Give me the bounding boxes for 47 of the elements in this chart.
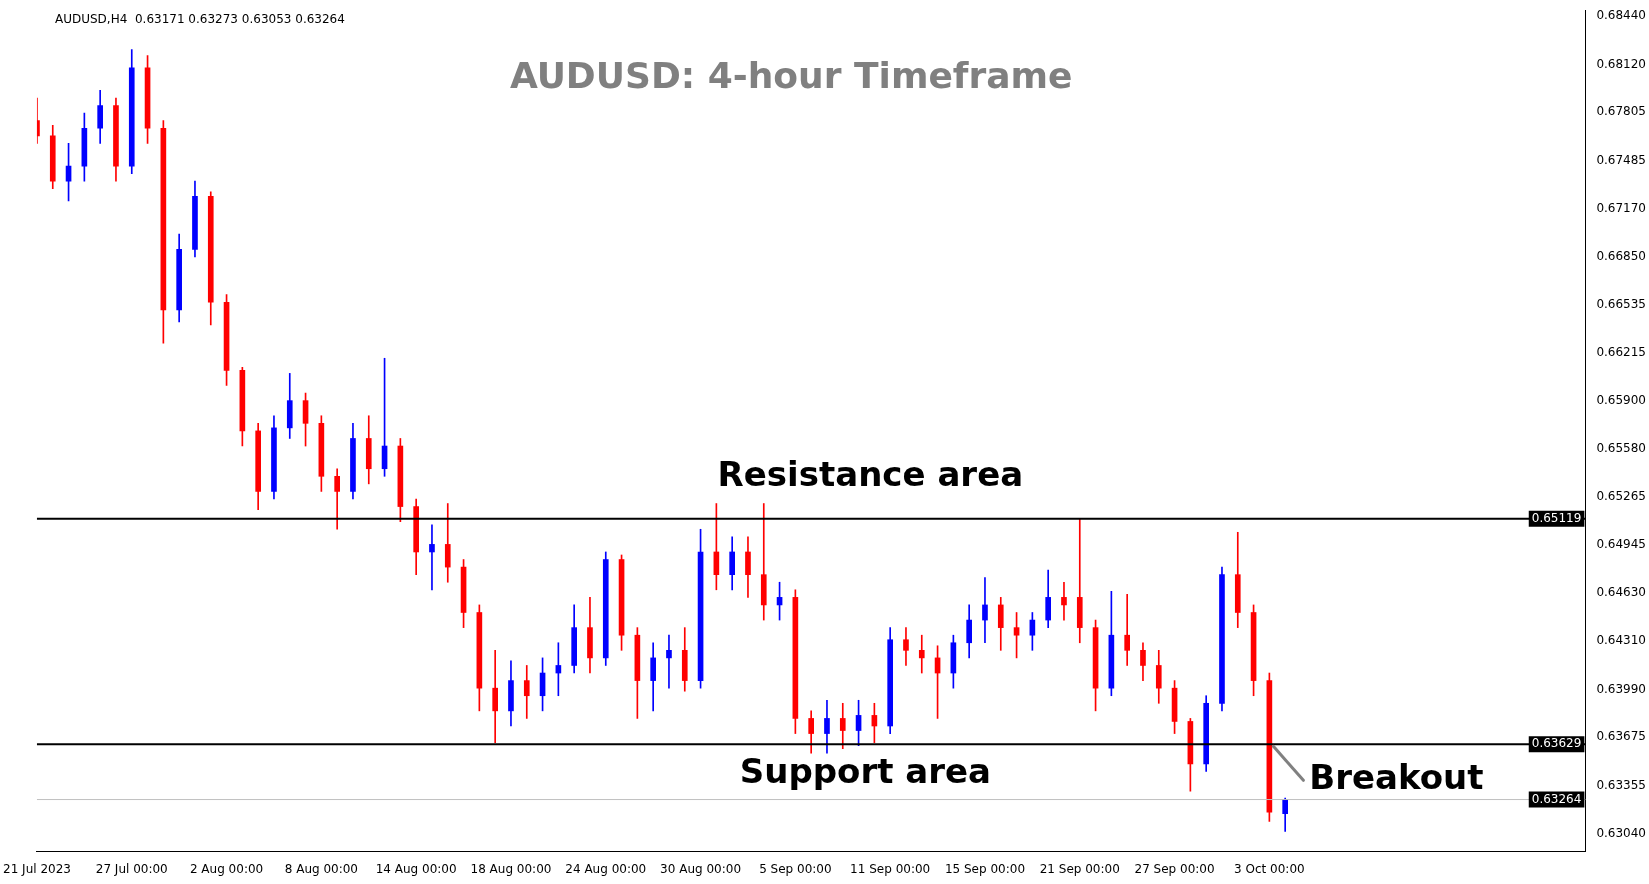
x-tick-label: 5 Sep 00:00	[759, 861, 832, 876]
x-tick-label: 27 Jul 00:00	[95, 861, 168, 876]
y-tick-label: 0.66535	[1596, 296, 1646, 311]
y-tick-label: 0.67805	[1596, 104, 1646, 119]
annotation: AUDUSD,H4 0.63171 0.63273 0.63053 0.63264	[54, 12, 345, 27]
y-tick-label: 0.66850	[1596, 248, 1646, 263]
candlestick	[429, 524, 435, 591]
candlestick	[1061, 581, 1067, 621]
y-tick-label: 0.63355	[1596, 777, 1646, 792]
y-tick-label: 0.64630	[1596, 584, 1646, 599]
y-tick-label: 0.64945	[1596, 537, 1646, 552]
x-tick-label: 27 Sep 00:00	[1134, 861, 1215, 876]
y-tick-label: 0.65265	[1596, 488, 1646, 503]
x-tick-label: 8 Aug 00:00	[284, 861, 358, 876]
candlestick	[982, 577, 988, 644]
y-tick-label: 0.63675	[1596, 729, 1646, 744]
candlestick	[492, 650, 498, 743]
ref-line-label: 0.63264	[1531, 791, 1582, 806]
x-tick-label: 24 Aug 00:00	[565, 861, 647, 876]
y-tick-label: 0.68440	[1596, 8, 1646, 23]
annotation: Breakout	[1309, 757, 1484, 798]
annotation: Resistance area	[717, 453, 1024, 494]
annotation: Support area	[739, 751, 992, 792]
x-tick-label: 18 Aug 00:00	[470, 861, 552, 876]
x-tick-label: 21 Sep 00:00	[1039, 861, 1120, 876]
x-tick-label: 15 Sep 00:00	[944, 861, 1026, 876]
y-tick-label: 0.66215	[1596, 345, 1646, 360]
x-tick-label: 2 Aug 00:00	[189, 861, 264, 876]
y-tick-label: 0.65900	[1596, 392, 1646, 407]
x-tick-label: 21 Jul 2023	[3, 861, 71, 876]
y-tick-label: 0.65580	[1596, 441, 1646, 456]
ref-line-label: 0.65119	[1531, 510, 1582, 525]
x-tick-label: 30 Aug 00:00	[660, 861, 742, 876]
ref-line-label: 0.63629	[1531, 736, 1582, 751]
text: AUDUSD: 4-hour Timeframe	[509, 54, 1073, 96]
x-tick-label: 11 Sep 00:00	[850, 861, 931, 876]
y-tick-label: 0.67170	[1596, 200, 1646, 215]
x-tick-label: 14 Aug 00:00	[375, 861, 457, 876]
x-tick-label: 3 Oct 00:00	[1234, 861, 1305, 876]
y-tick-label: 0.63040	[1596, 825, 1646, 840]
y-tick-label: 0.63990	[1596, 681, 1646, 696]
y-tick-label: 0.68120	[1596, 56, 1646, 71]
y-tick-label: 0.64310	[1596, 633, 1646, 648]
candlestick	[918, 634, 925, 674]
candlestick	[1124, 594, 1130, 666]
y-tick-label: 0.67485	[1596, 152, 1646, 167]
candlestick	[666, 634, 672, 689]
